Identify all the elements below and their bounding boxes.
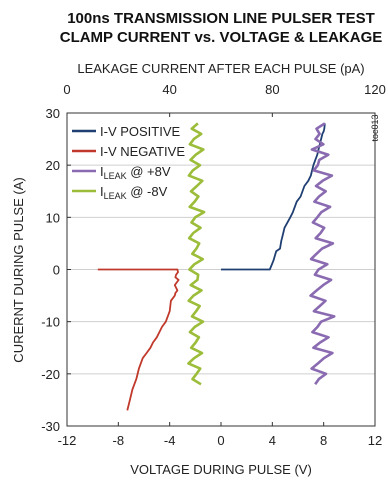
y-tick-label: -10 xyxy=(41,315,60,330)
series xyxy=(97,122,336,411)
y-tick-label: 10 xyxy=(46,210,60,225)
legend-item-ileak-minus8v: ILEAK @ -8V xyxy=(72,184,168,201)
top-tick-label: 0 xyxy=(63,82,70,97)
series-ileak-minus8v xyxy=(187,122,206,386)
top-tick-label: 120 xyxy=(364,82,386,97)
x-tick-label: -8 xyxy=(113,433,125,448)
legend-label: ILEAK @ +8V xyxy=(100,164,171,181)
legend-label: ILEAK @ -8V xyxy=(100,184,168,201)
x-tick-label: -12 xyxy=(58,433,77,448)
y-tick-label: 30 xyxy=(46,106,60,121)
y-tick-label: 0 xyxy=(53,263,60,278)
chart-title-line-1: 100ns TRANSMISSION LINE PULSER TEST xyxy=(67,10,375,27)
x-axis-label: VOLTAGE DURING PULSE (V) xyxy=(130,462,312,477)
series-ileak-plus8v xyxy=(309,122,336,386)
legend: I-V POSITIVE I-V NEGATIVE ILEAK @ +8V ILEAK… xyxy=(72,124,185,201)
y-tick-label: 20 xyxy=(46,158,60,173)
legend-label: I-V POSITIVE xyxy=(100,124,181,139)
top-axis-label: LEAKAGE CURRENT AFTER EACH PULSE (pA) xyxy=(77,61,364,76)
y-tick-label: -30 xyxy=(41,419,60,434)
x-tick-label: 0 xyxy=(217,433,224,448)
x-tick-label: 12 xyxy=(368,433,382,448)
series-iv-positive xyxy=(221,123,326,271)
y-axis-label: CURERNT DURING PULSE (A) xyxy=(11,177,26,362)
series-iv-negative xyxy=(97,268,180,411)
chart-title-line-2: CLAMP CURRENT vs. VOLTAGE & LEAKAGE xyxy=(60,29,383,46)
x-tick-label: -4 xyxy=(164,433,176,448)
legend-item-iv-positive: I-V POSITIVE xyxy=(72,124,181,139)
plot-frame xyxy=(66,112,376,427)
legend-item-iv-negative: I-V NEGATIVE xyxy=(72,144,185,159)
legend-item-ileak-plus8v: ILEAK @ +8V xyxy=(72,164,171,181)
x-tick-label: 4 xyxy=(269,433,276,448)
x-tick-label: 8 xyxy=(320,433,327,448)
legend-label: I-V NEGATIVE xyxy=(100,144,185,159)
top-tick-label: 80 xyxy=(265,82,279,97)
y-tick-label: -20 xyxy=(41,367,60,382)
top-tick-label: 40 xyxy=(162,82,176,97)
